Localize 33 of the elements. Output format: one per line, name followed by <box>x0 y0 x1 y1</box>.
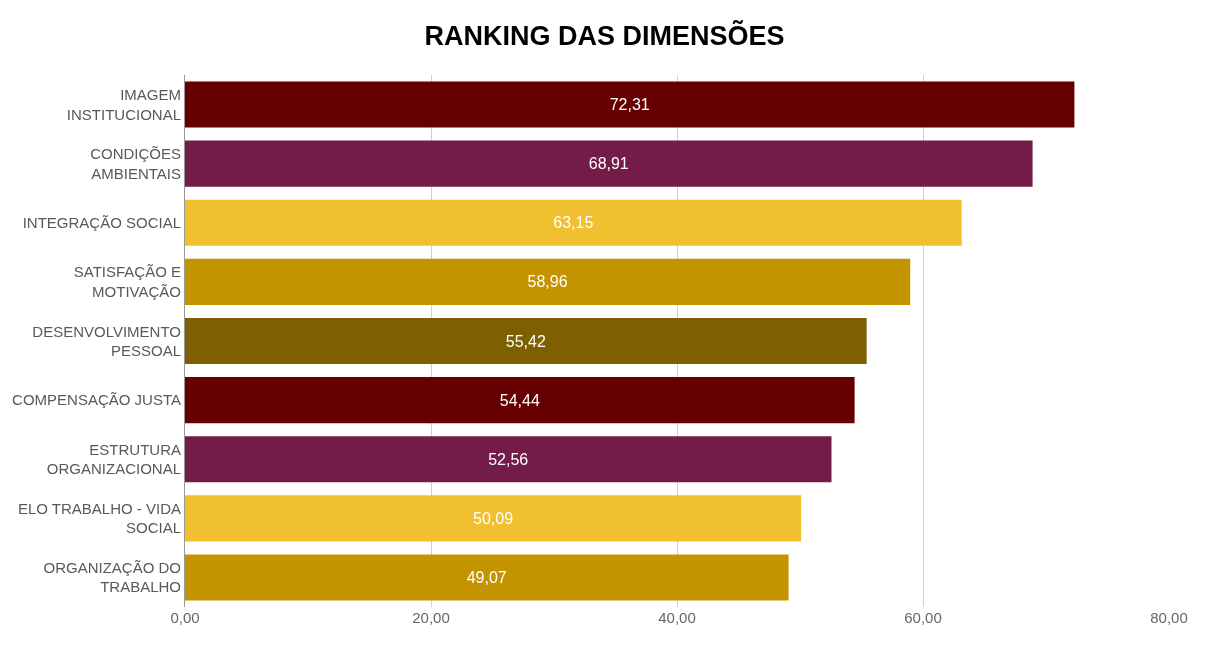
data-label: 58,96 <box>527 273 568 291</box>
y-tick-label: CONDIÇÕES AMBIENTAIS <box>90 145 181 182</box>
data-label: 55,42 <box>505 332 546 350</box>
chart-title: RANKING DAS DIMENSÕES <box>424 19 785 51</box>
bar <box>185 436 832 483</box>
data-label: 68,91 <box>588 155 629 173</box>
data-label: 50,09 <box>472 509 514 527</box>
x-tick-label: 60,00 <box>904 609 942 626</box>
bar <box>185 258 911 305</box>
y-tick-label: ESTRUTURA ORGANIZACIONAL <box>46 440 181 478</box>
bar <box>185 495 802 542</box>
x-tick-label: 0,00 <box>170 609 200 626</box>
y-tick-label: COMPENSAÇÃO JUSTA <box>12 391 181 409</box>
y-tick-label: SATISFAÇÃO E MOTIVAÇÃO <box>73 263 181 300</box>
x-tick-label: 40,00 <box>658 609 696 626</box>
bar <box>185 81 1075 128</box>
bar <box>185 140 1033 187</box>
x-tick-label: 20,00 <box>412 609 450 626</box>
data-label: 63,15 <box>553 214 594 232</box>
y-tick-label: ELO TRABALHO - VIDA SOCIAL <box>17 499 181 537</box>
bar <box>185 554 789 601</box>
data-label: 52,56 <box>488 450 529 468</box>
y-tick-label: DESENVOLVIMENTO PESSOAL <box>32 322 181 359</box>
data-label: 72,31 <box>609 96 650 114</box>
y-tick-label: ORGANIZAÇÃO DO TRABALHO <box>43 558 181 596</box>
x-tick-label: 80,00 <box>1150 609 1188 626</box>
bar <box>185 377 855 424</box>
bar <box>185 199 962 246</box>
y-tick-label: INTEGRAÇÃO SOCIAL <box>22 214 181 232</box>
y-tick-label: IMAGEM INSTITUCIONAL <box>66 86 181 123</box>
data-label: 54,44 <box>499 391 540 409</box>
bar <box>185 317 867 365</box>
data-label: 49,07 <box>466 568 507 586</box>
